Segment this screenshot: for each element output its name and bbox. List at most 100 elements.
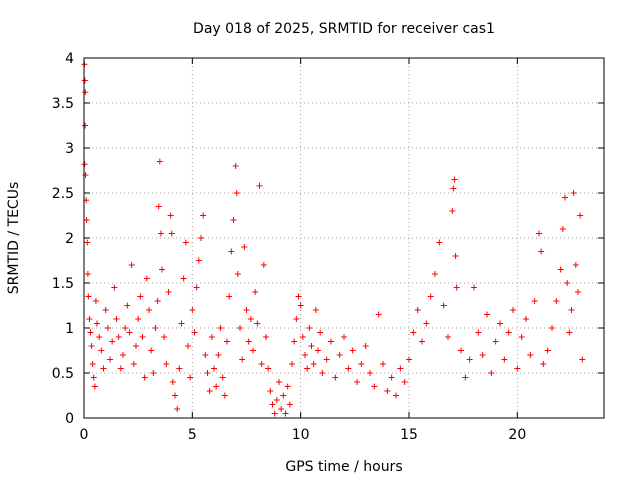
- data-point: [115, 334, 122, 340]
- data-point: [256, 182, 263, 189]
- data-point: [544, 347, 551, 354]
- data-point: [189, 307, 196, 313]
- data-point: [362, 343, 369, 349]
- data-point: [553, 298, 560, 304]
- data-point: [317, 329, 324, 336]
- data-point: [81, 77, 88, 84]
- data-point: [200, 212, 207, 219]
- data-point: [380, 361, 386, 367]
- y-tick-label: 0: [65, 411, 74, 427]
- x-tick-label: 20: [508, 427, 526, 443]
- data-point: [126, 329, 133, 336]
- data-point: [538, 248, 545, 255]
- data-point: [176, 365, 183, 372]
- data-point: [293, 316, 300, 322]
- data-point: [302, 352, 308, 358]
- data-point: [174, 406, 181, 412]
- data-point: [557, 266, 564, 273]
- chart-title: Day 018 of 2025, SRMTID for receiver cas…: [193, 21, 495, 37]
- data-point: [81, 161, 88, 168]
- data-point: [230, 217, 237, 223]
- data-point: [185, 343, 191, 349]
- data-point: [193, 284, 200, 291]
- data-point: [492, 338, 499, 345]
- data-point: [349, 347, 356, 354]
- data-point: [440, 302, 447, 309]
- data-point: [501, 356, 508, 363]
- data-point: [206, 388, 213, 394]
- data-point: [536, 230, 542, 237]
- data-point: [449, 208, 456, 214]
- data-point: [267, 388, 274, 394]
- data-point: [436, 239, 443, 246]
- data-point: [384, 388, 391, 394]
- data-point: [243, 307, 250, 313]
- y-tick-label: 2.5: [52, 186, 74, 202]
- data-point: [527, 352, 534, 358]
- data-point: [117, 365, 124, 372]
- data-point: [540, 361, 547, 367]
- data-point: [86, 316, 93, 322]
- data-point: [82, 89, 89, 96]
- data-point: [122, 325, 129, 331]
- data-point: [104, 325, 111, 331]
- data-point: [139, 334, 146, 340]
- data-point: [282, 410, 289, 417]
- data-point: [211, 365, 217, 372]
- data-point: [341, 334, 347, 340]
- data-point: [102, 307, 109, 313]
- data-point: [133, 343, 139, 349]
- data-point: [278, 406, 285, 412]
- data-point: [319, 370, 326, 376]
- data-point: [100, 365, 107, 372]
- data-point: [568, 307, 575, 313]
- data-point: [276, 379, 282, 385]
- data-point: [221, 392, 228, 399]
- data-point: [531, 298, 538, 304]
- data-point: [371, 383, 378, 390]
- data-point: [150, 370, 157, 376]
- data-point: [143, 275, 150, 282]
- y-tick-label: 1.5: [52, 276, 74, 292]
- data-point: [475, 329, 482, 336]
- data-point: [88, 343, 95, 349]
- data-point: [271, 410, 278, 417]
- data-point: [358, 361, 365, 367]
- data-point: [419, 338, 425, 345]
- data-point: [269, 401, 276, 408]
- data-point: [89, 361, 96, 367]
- data-point: [215, 352, 222, 358]
- data-point: [273, 397, 280, 403]
- data-point: [130, 361, 137, 367]
- data-point: [191, 329, 198, 336]
- data-point: [250, 347, 256, 354]
- data-point: [157, 230, 164, 237]
- data-point: [484, 311, 490, 318]
- y-axis-label: SRMTID / TECUs: [6, 182, 22, 295]
- data-point: [497, 320, 503, 327]
- x-tick-label: 0: [80, 427, 89, 443]
- data-point: [213, 383, 220, 390]
- data-point: [572, 262, 579, 268]
- plot-border: [83, 57, 605, 419]
- data-point: [375, 311, 382, 318]
- data-point: [195, 257, 202, 264]
- y-tick-label: 3.5: [52, 96, 74, 112]
- data-point: [451, 176, 458, 183]
- data-point: [549, 325, 555, 331]
- data-point: [427, 293, 434, 300]
- data-point: [96, 334, 103, 340]
- data-point: [82, 122, 89, 129]
- data-point: [92, 298, 99, 304]
- data-point: [304, 365, 311, 372]
- data-point: [224, 338, 230, 345]
- data-point: [90, 374, 97, 381]
- data-point: [208, 334, 215, 340]
- data-point: [479, 352, 486, 358]
- axis-ticks: 0 5 10 15 20 0 0.5 1 1.5 2 2.5 3 3.5 4: [52, 51, 604, 443]
- data-point: [91, 383, 98, 390]
- data-point: [505, 329, 512, 336]
- data-point: [260, 262, 267, 268]
- data-point: [336, 352, 343, 358]
